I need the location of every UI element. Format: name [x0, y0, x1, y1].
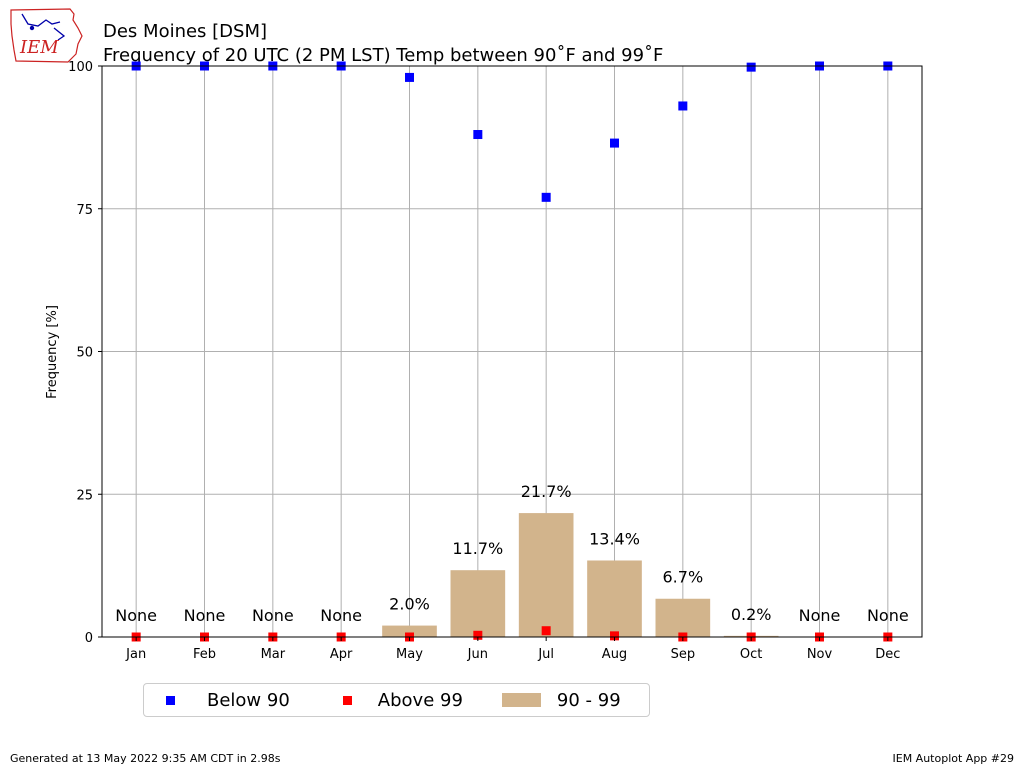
x-tick-label: Dec: [875, 647, 900, 662]
bar-label-jan: None: [115, 606, 157, 625]
y-axis-label: Frequency [%]: [45, 305, 60, 399]
x-tick-label: Apr: [330, 647, 353, 662]
x-tick-label: Oct: [740, 647, 762, 662]
bars: [382, 513, 779, 637]
bar-label-apr: None: [320, 606, 362, 625]
bar-label-mar: None: [252, 606, 294, 625]
bar-labels: None None None None 2.0% 11.7% 21.7% 13.4% 6.7% 0…: [115, 482, 908, 625]
bar-sep: [655, 598, 711, 637]
marker-above-99-jun: [473, 630, 483, 640]
x-tick-label: Mar: [261, 647, 286, 662]
grid: [102, 65, 922, 638]
x-tick-label: Feb: [193, 647, 216, 662]
legend-label-90-99: 90 - 99: [556, 689, 621, 711]
marker-below-90-aug: [610, 138, 619, 148]
bar-label-may: 2.0%: [389, 595, 430, 614]
y-tick-label: 25: [76, 488, 93, 503]
bar-label-aug: 13.4%: [589, 529, 640, 548]
legend-label-below-90: Below 90: [207, 689, 290, 711]
chart: None None None None 2.0% 11.7% 21.7% 13.4% 6.7% 0…: [45, 60, 923, 662]
legend-item-above-99: Above 99: [342, 689, 463, 711]
red-square-marker-icon: [342, 695, 352, 705]
bar-label-dec: None: [867, 606, 909, 625]
x-tick-label: Sep: [671, 647, 696, 662]
y-tick-label: 50: [76, 346, 93, 361]
bar-jul: [518, 513, 574, 637]
y-tick-label: 75: [76, 203, 93, 218]
marker-below-90-sep: [678, 101, 688, 111]
bar-label-feb: None: [184, 606, 226, 625]
marker-below-90-may: [405, 72, 414, 82]
blue-square-marker-icon: [166, 695, 175, 705]
bar-aug: [587, 560, 642, 637]
legend-item-below-90: Below 90: [166, 690, 290, 711]
iowa-state-outline: [10, 8, 83, 63]
chart-subtitle: Frequency of 20 UTC (2 PM LST) Temp betw…: [103, 45, 664, 66]
marker-below-90-jul: [541, 192, 551, 202]
x-tick-label: Jun: [467, 647, 488, 662]
bar-label-jun: 11.7%: [452, 539, 503, 558]
iem-logo: IEM: [10, 8, 83, 63]
chart-title: Des Moines [DSM]: [103, 21, 268, 42]
bar-label-nov: None: [799, 606, 841, 625]
legend: Below 90 Above 99 90 - 99: [143, 683, 650, 717]
logo-text: IEM: [19, 37, 59, 58]
marker-below-90-oct: [746, 62, 756, 72]
bar-label-sep: 6.7%: [663, 568, 704, 587]
x-tick-label: May: [396, 647, 423, 662]
x-tick-label: Nov: [807, 647, 833, 662]
x-tick-label: Jan: [125, 647, 146, 662]
x-tick-label: Jul: [537, 647, 554, 662]
generated-timestamp: Generated at 13 May 2022 9:35 AM CDT in …: [10, 752, 281, 765]
tan-bar-swatch-icon: [501, 693, 541, 707]
x-tick-label: Aug: [602, 647, 627, 662]
bar-label-oct: 0.2%: [731, 605, 772, 624]
app-label: IEM Autoplot App #29: [892, 752, 1015, 765]
axes: Jan Feb Mar Apr May Jun Jul Aug Sep Oct Nov Dec 0 25 5…: [68, 60, 900, 662]
marker-above-99-jul: [541, 626, 551, 636]
station-dot-icon: [29, 25, 35, 31]
bar-label-jul: 21.7%: [521, 482, 572, 501]
bar-may: [382, 625, 437, 637]
marker-below-90-jun: [473, 130, 483, 140]
bar-jun: [450, 570, 506, 637]
legend-item-90-99: 90 - 99: [501, 689, 621, 711]
legend-label-above-99: Above 99: [377, 689, 463, 711]
y-tick-label: 100: [68, 60, 93, 75]
y-tick-label: 0: [85, 631, 93, 646]
marker-above-99-aug: [610, 631, 619, 641]
